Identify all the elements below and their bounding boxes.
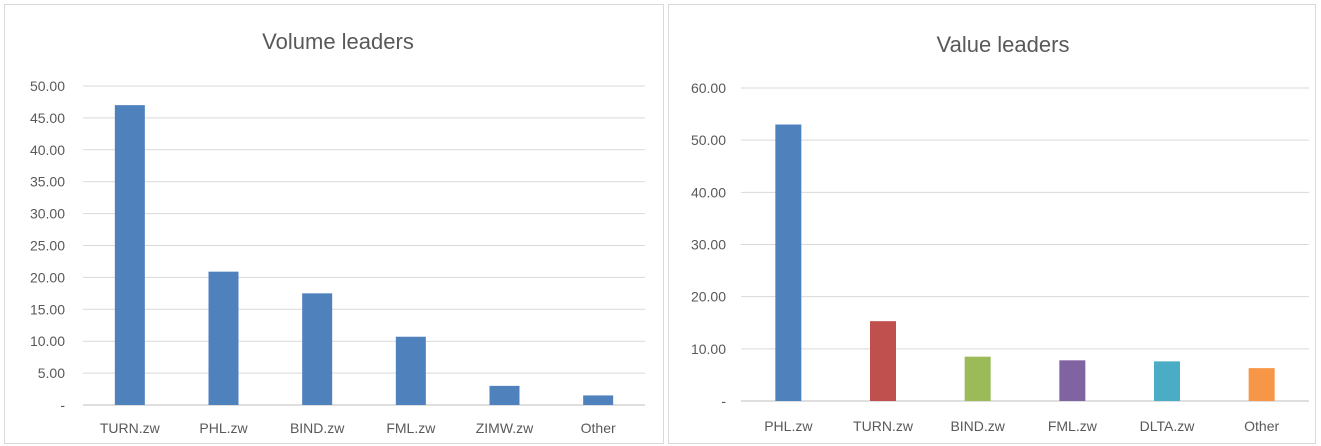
bar-zimw-zw [490,386,520,405]
bar-bind-zw [302,293,332,405]
bar-bind-zw [965,357,991,401]
y-tick-label: 40.00 [691,184,726,200]
x-category-label: FML.zw [386,420,436,436]
bar-fml-zw [396,337,426,405]
chart-title: Volume leaders [262,29,414,54]
y-tick-label: - [721,393,726,409]
x-category-label: ZIMW.zw [476,420,534,436]
x-category-label: PHL.zw [764,418,813,434]
x-category-label: FML.zw [1048,418,1098,434]
x-category-label: Other [1244,418,1279,434]
x-category-label: TURN.zw [100,420,161,436]
bar-phl-zw [775,125,801,401]
y-tick-label: 5.00 [38,365,65,381]
y-tick-label: 10.00 [30,333,65,349]
x-category-label: BIND.zw [950,418,1005,434]
x-category-label: PHL.zw [199,420,248,436]
y-tick-label: 35.00 [30,174,65,190]
y-tick-label: 60.00 [691,80,726,96]
y-tick-label: 20.00 [691,289,726,305]
value-leaders-chart: Value leaders - 10.00 20.00 30.00 40.00 50.00… [669,5,1317,445]
y-tick-label: 20.00 [30,269,65,285]
y-tick-label: 45.00 [30,110,65,126]
bar-other [1249,368,1275,401]
value-leaders-chart-panel: Value leaders - 10.00 20.00 30.00 40.00 50.00… [668,4,1316,444]
y-tick-label: 40.00 [30,142,65,158]
chart-title: Value leaders [937,32,1070,57]
volume-leaders-chart-panel: Volume leaders - 5.00 10.00 15.00 20.00 25.00… [4,4,664,444]
y-tick-label: 25.00 [30,238,65,254]
bar-other [583,395,613,405]
y-tick-label: 30.00 [30,206,65,222]
x-category-label: DLTA.zw [1140,418,1196,434]
y-tick-label: - [60,397,65,413]
bar-turn-zw [870,321,896,401]
x-category-label: BIND.zw [290,420,345,436]
bar-turn-zw [115,105,145,405]
x-category-label: TURN.zw [853,418,914,434]
y-tick-label: 15.00 [30,301,65,317]
volume-leaders-chart: Volume leaders - 5.00 10.00 15.00 20.00 25.00… [5,5,665,445]
bar-phl-zw [209,272,239,405]
y-tick-label: 50.00 [691,132,726,148]
bar-dlta-zw [1154,361,1180,401]
bar-fml-zw [1059,360,1085,401]
y-tick-label: 50.00 [30,78,65,94]
y-tick-label: 10.00 [691,341,726,357]
x-category-label: Other [581,420,616,436]
y-tick-label: 30.00 [691,237,726,253]
